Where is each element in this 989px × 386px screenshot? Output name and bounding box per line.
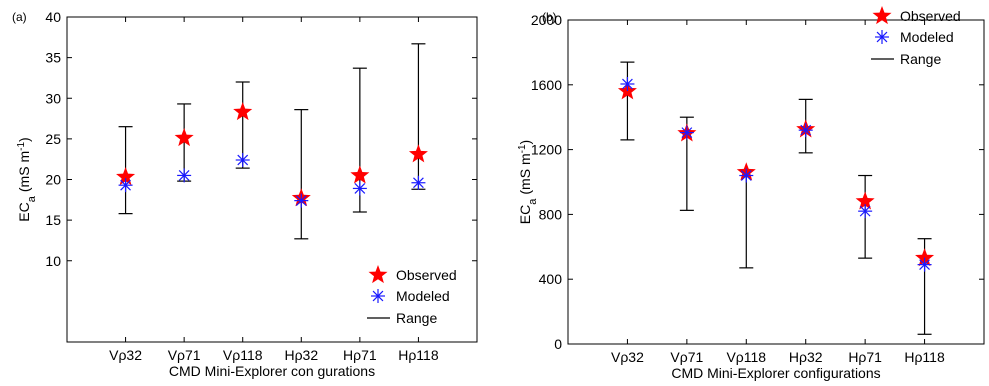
range-bar: [739, 169, 754, 269]
observed-point: [174, 128, 194, 147]
y-axis-title: ECa (mS m-1): [517, 140, 540, 224]
modeled-point: [917, 257, 932, 272]
chart-panel-a: 10 15 20 25 30 35 40 Vρ32 Vρ71 Vρ118 Hρ32 Hρ71 Hρ118…: [12, 9, 478, 379]
y-axis-title-part: a: [527, 198, 539, 205]
y-axis-title-part: EC: [16, 202, 32, 221]
x-tick-label: Hρ32: [789, 349, 823, 365]
y-tick-label: 1600: [531, 77, 562, 93]
modeled-point: [739, 168, 754, 183]
x-tick-label: Hρ71: [343, 347, 377, 363]
observed-point: [855, 191, 875, 210]
modeled-point: [620, 76, 635, 91]
y-axis-title-part: a: [26, 195, 38, 202]
legend-observed-marker: [368, 265, 388, 284]
y-axis-title-part: (mS m: [16, 151, 32, 192]
y-tick-label: 0: [554, 336, 562, 352]
modeled-point: [177, 168, 192, 183]
y-axis-title-part: ): [16, 137, 32, 142]
modeled-point: [798, 123, 813, 138]
y-axis-title-part: -1: [16, 142, 27, 151]
x-axis-title: CMD Mini-Explorer configurations: [671, 365, 880, 381]
x-tick-label: Vρ71: [168, 347, 201, 363]
legend-modeled-marker: [875, 30, 889, 44]
x-tick-label: Hρ118: [904, 349, 945, 365]
modeled-point: [411, 175, 426, 190]
legend-range-label: Range: [900, 51, 941, 67]
legend-observed-label: Observed: [396, 267, 457, 283]
legend-observed-label: Observed: [900, 8, 961, 24]
y-tick-label: 35: [45, 50, 61, 66]
legend-observed-marker: [872, 6, 892, 25]
observed-point: [116, 167, 136, 186]
y-tick-label: 15: [45, 212, 61, 228]
y-tick-label: 1200: [531, 142, 562, 158]
observed-point: [233, 102, 253, 121]
legend-range-label: Range: [396, 310, 437, 326]
y-axis-title-part: EC: [517, 205, 533, 224]
x-tick-label: Vρ118: [726, 349, 766, 365]
observed-point: [350, 165, 370, 184]
modeled-point: [858, 204, 873, 219]
modeled-point: [294, 193, 309, 208]
modeled-point: [352, 181, 367, 196]
y-tick-label: 20: [45, 172, 61, 188]
range-bar: [294, 109, 309, 240]
observed-point: [408, 144, 428, 163]
modeled-point: [679, 125, 694, 140]
chart-panel-b: 0 400 800 1200 1600 2000 Vρ32 Vρ71 Vρ118 Hρ32 Hρ71…: [517, 6, 985, 381]
y-axis-title: ECa (mS m-1): [16, 137, 39, 221]
y-tick-label: 10: [45, 253, 61, 269]
modeled-point: [235, 153, 250, 167]
legend-modeled-label: Modeled: [396, 288, 450, 304]
legend: Observed Modeled Range: [367, 265, 457, 326]
legend-modeled-marker: [371, 289, 385, 303]
y-tick-label: 400: [539, 271, 563, 287]
x-tick-label: Vρ32: [611, 349, 644, 365]
x-tick-label: Vρ71: [670, 349, 703, 365]
y-axis-title-part: -1: [517, 144, 528, 153]
y-tick-label: 800: [539, 206, 563, 222]
observed-point: [915, 248, 935, 267]
range-bar: [411, 43, 426, 190]
x-tick-label: Vρ118: [223, 347, 263, 363]
x-tick-label: Vρ32: [109, 347, 142, 363]
range-bar: [620, 61, 635, 141]
modeled-point: [118, 178, 133, 193]
x-tick-label: Hρ118: [398, 347, 439, 363]
y-axis-title-part: (mS m: [517, 153, 533, 194]
legend-modeled-label: Modeled: [900, 29, 954, 45]
y-tick-label: 30: [45, 90, 61, 106]
y-tick-label: 25: [45, 131, 61, 147]
x-tick-label: Hρ32: [284, 347, 318, 363]
plot-frame: [567, 19, 985, 345]
panel-label: (a): [12, 10, 27, 24]
panel-label: (b): [542, 10, 557, 24]
x-tick-label: Hρ71: [848, 349, 882, 365]
x-axis-title: CMD Mini-Explorer con gurations: [169, 363, 375, 379]
legend: Observed Modeled Range: [871, 6, 961, 67]
y-axis-title-part: ): [517, 140, 533, 145]
y-tick-label: 2000: [531, 12, 562, 28]
y-tick-label: 40: [45, 9, 61, 25]
